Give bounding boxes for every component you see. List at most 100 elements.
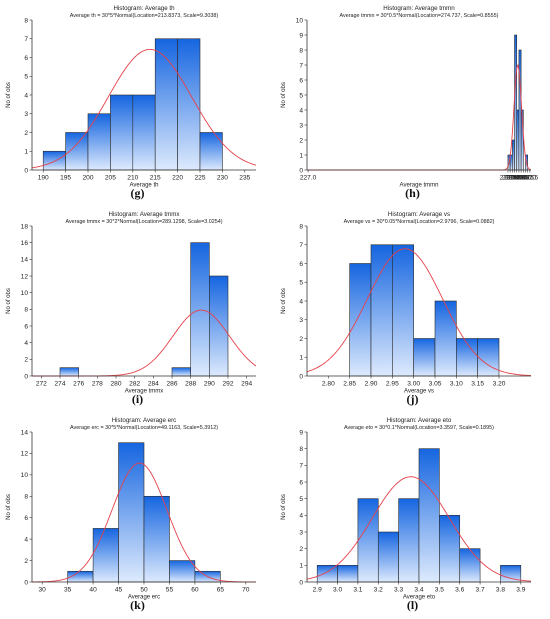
histogram-bar bbox=[337, 565, 359, 583]
y-tick-label: 6 bbox=[24, 55, 28, 62]
chart-subtitle: Average vs = 30*0.05*Normal(Location=2.9… bbox=[344, 219, 495, 225]
y-tick-label: 4 bbox=[299, 513, 303, 520]
y-tick-label: 7 bbox=[299, 463, 303, 470]
x-tick-label: 3.7 bbox=[476, 587, 485, 594]
x-tick-label: 2.90 bbox=[365, 381, 378, 388]
chart-title: Histogram: Average eto bbox=[387, 417, 452, 424]
y-tick-label: 0 bbox=[24, 579, 28, 586]
y-tick-label: 10 bbox=[21, 290, 29, 297]
histogram-bar bbox=[434, 300, 457, 377]
x-tick-label: 2.80 bbox=[322, 381, 335, 388]
y-tick-label: 14 bbox=[21, 429, 29, 436]
x-tick-label: 288 bbox=[185, 381, 196, 388]
x-tick-label: 60 bbox=[191, 587, 199, 594]
y-tick-label: 8 bbox=[299, 223, 303, 230]
panel-label: (h) bbox=[405, 186, 420, 200]
x-tick-label: 280 bbox=[110, 381, 121, 388]
histogram-bar bbox=[516, 109, 520, 171]
x-tick-label: 272.5 bbox=[500, 175, 517, 182]
y-tick-label: 6 bbox=[24, 515, 28, 522]
y-tick-label: 18 bbox=[21, 223, 29, 230]
y-tick-label: 5 bbox=[299, 280, 303, 287]
y-tick-label: 14 bbox=[21, 257, 29, 264]
y-tick-label: 3 bbox=[299, 529, 303, 536]
x-tick-label: 3.3 bbox=[394, 587, 403, 594]
x-tick-label: 3.9 bbox=[516, 587, 525, 594]
x-axis-label: Average vs bbox=[404, 389, 434, 395]
x-tick-label: 3.1 bbox=[353, 587, 362, 594]
x-tick-label: 3.05 bbox=[429, 381, 442, 388]
y-tick-label: 2 bbox=[24, 130, 28, 137]
x-tick-label: 278 bbox=[92, 381, 103, 388]
x-tick-label: 227.0 bbox=[300, 175, 317, 182]
histogram-bar bbox=[169, 560, 196, 583]
y-tick-label: 6 bbox=[299, 479, 303, 486]
histogram-bar bbox=[459, 548, 481, 583]
x-tick-label: 275.5 bbox=[513, 175, 530, 182]
y-tick-label: 3 bbox=[299, 122, 303, 129]
y-tick-label: 6 bbox=[24, 323, 28, 330]
x-tick-label: 3.4 bbox=[414, 587, 423, 594]
x-tick-label: 292 bbox=[222, 381, 233, 388]
x-tick-label: 273.5 bbox=[504, 175, 521, 182]
y-tick-label: 0 bbox=[299, 579, 303, 586]
y-axis-label: No of obs bbox=[281, 494, 287, 520]
y-tick-label: 7 bbox=[299, 242, 303, 249]
x-tick-label: 190 bbox=[38, 175, 49, 182]
x-tick-label: 3.15 bbox=[471, 381, 484, 388]
panel-label: (g) bbox=[130, 186, 145, 200]
normal-fit-curve bbox=[307, 63, 532, 171]
x-tick-label: 230 bbox=[217, 175, 228, 182]
chart-subtitle: Average eto = 30*0.1*Normal(Location=3.3… bbox=[344, 425, 494, 431]
y-tick-label: 6 bbox=[299, 261, 303, 268]
y-tick-label: 5 bbox=[299, 496, 303, 503]
histogram-bar bbox=[316, 565, 338, 583]
y-tick-label: 8 bbox=[24, 17, 28, 24]
y-tick-label: 9 bbox=[299, 429, 303, 436]
histogram-panel-l: Histogram: Average eto Average eto = 30*0… bbox=[275, 412, 550, 618]
x-tick-label: 30 bbox=[39, 587, 47, 594]
y-tick-label: 12 bbox=[21, 273, 29, 280]
y-tick-label: 0 bbox=[24, 373, 28, 380]
chart-title: Histogram: Average tmmn bbox=[383, 5, 455, 12]
histogram-bar bbox=[132, 94, 156, 171]
y-tick-label: 1 bbox=[299, 152, 303, 159]
chart-title: Histogram: Average tmmx bbox=[108, 211, 180, 218]
normal-fit-curve bbox=[32, 462, 257, 583]
y-tick-label: 0 bbox=[299, 373, 303, 380]
x-axis-label: Average tmmx bbox=[125, 389, 164, 395]
y-tick-label: 8 bbox=[24, 307, 28, 314]
histogram-bar bbox=[418, 448, 440, 583]
histogram-bar bbox=[392, 244, 414, 377]
y-axis-label: No of obs bbox=[6, 494, 12, 520]
panel-label: (j) bbox=[406, 392, 419, 406]
x-tick-label: 70 bbox=[242, 587, 250, 594]
x-tick-label: 286 bbox=[166, 381, 177, 388]
y-tick-label: 1 bbox=[299, 563, 303, 570]
y-tick-label: 10 bbox=[296, 17, 304, 24]
histogram-bar bbox=[349, 263, 372, 377]
x-tick-label: 50 bbox=[140, 587, 148, 594]
y-tick-label: 5 bbox=[299, 92, 303, 99]
y-tick-label: 8 bbox=[299, 47, 303, 54]
x-tick-label: 274.5 bbox=[508, 175, 525, 182]
x-tick-label: 55 bbox=[166, 587, 174, 594]
histogram-bar bbox=[199, 132, 223, 171]
chart-title: Histogram: Average erc bbox=[112, 417, 177, 424]
histogram-bar bbox=[514, 34, 518, 171]
histogram-bar bbox=[42, 150, 66, 171]
x-tick-label: 225 bbox=[194, 175, 205, 182]
chart-subtitle: Average th = 30*5*Normal(Location=213.83… bbox=[70, 13, 219, 19]
histogram-bar bbox=[171, 367, 191, 377]
histogram-bar bbox=[87, 113, 111, 171]
histogram-bar bbox=[439, 515, 461, 583]
chart-title: Histogram: Average vs bbox=[388, 211, 450, 218]
x-tick-label: 276 bbox=[73, 381, 84, 388]
y-tick-label: 2 bbox=[299, 137, 303, 144]
y-tick-label: 8 bbox=[24, 494, 28, 501]
